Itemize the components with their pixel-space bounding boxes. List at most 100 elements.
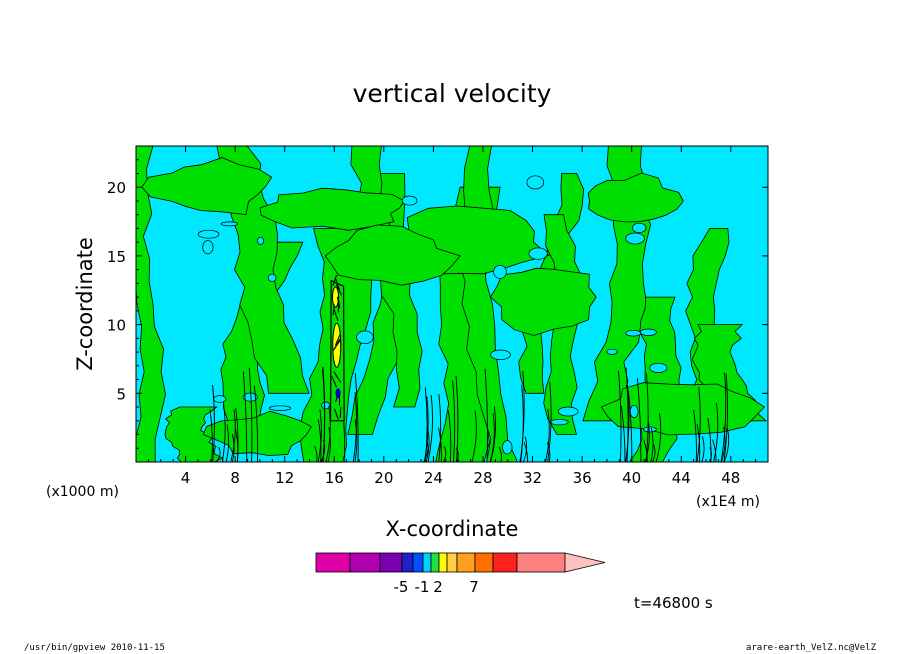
contour-streak bbox=[696, 423, 701, 462]
colorbar-label: 7 bbox=[469, 578, 479, 596]
downdraft-cell bbox=[528, 247, 548, 260]
downdraft-cell bbox=[643, 426, 657, 433]
contour-streak bbox=[636, 378, 642, 462]
contour-streak bbox=[354, 419, 358, 462]
colorbar-label: -5 bbox=[394, 578, 409, 596]
x-tick-label: 4 bbox=[181, 469, 191, 487]
colorbar-bin bbox=[401, 552, 414, 573]
contour-streak bbox=[643, 439, 648, 462]
x-tick-label: 24 bbox=[424, 469, 443, 487]
contour-streak bbox=[209, 409, 213, 462]
contour-streak bbox=[627, 390, 633, 462]
updraft-band bbox=[136, 146, 166, 462]
downdraft-cell bbox=[502, 440, 513, 455]
plot-area bbox=[135, 145, 769, 463]
contour-streak bbox=[452, 380, 456, 462]
core-contour bbox=[337, 301, 340, 313]
colorbar-arrow bbox=[564, 552, 606, 573]
colorbar bbox=[315, 552, 606, 573]
y-tick-label: 15 bbox=[107, 248, 126, 266]
contour-streak bbox=[317, 408, 322, 462]
contour-streak bbox=[720, 426, 726, 462]
x-tick-label: 40 bbox=[622, 469, 641, 487]
downdraft-cell bbox=[256, 236, 265, 245]
x-tick-label: 20 bbox=[374, 469, 393, 487]
contour-streak bbox=[520, 384, 524, 462]
contour-streak bbox=[484, 368, 488, 462]
x-axis: 4 8 12 16 20 24 28 32 36 40 44 48 bbox=[147, 146, 757, 487]
contour-streak bbox=[650, 427, 654, 462]
time-label: t=46800 s bbox=[634, 594, 713, 612]
contour-streak bbox=[242, 371, 248, 462]
core-contour bbox=[334, 334, 341, 346]
contour-streak bbox=[712, 439, 717, 462]
downdraft-cell bbox=[242, 392, 258, 402]
core-contour bbox=[335, 278, 340, 291]
contour-streak bbox=[545, 408, 550, 462]
downdraft-cell bbox=[321, 401, 331, 410]
contour-streak bbox=[225, 424, 230, 462]
contour-streak bbox=[490, 406, 496, 462]
footer-right: arare-earth_VelZ.nc@VelZ bbox=[746, 643, 877, 653]
contour-streak bbox=[625, 384, 630, 462]
contour-streak bbox=[253, 385, 259, 462]
x-tick-label: 28 bbox=[473, 469, 492, 487]
contour-streak bbox=[317, 419, 322, 462]
contour-streak bbox=[427, 395, 433, 462]
core-contour bbox=[332, 304, 335, 316]
downdraft-cell bbox=[625, 329, 642, 337]
x-axis-label: X-coordinate bbox=[386, 517, 519, 541]
core-contour bbox=[333, 309, 339, 321]
contour-streak bbox=[230, 409, 236, 462]
x-tick-label: 8 bbox=[230, 469, 240, 487]
x-tick-label: 44 bbox=[672, 469, 691, 487]
contour-streak bbox=[546, 442, 551, 462]
y-tick-label: 20 bbox=[107, 179, 126, 197]
contour-streak bbox=[221, 403, 226, 462]
contour-streak bbox=[455, 447, 459, 462]
downdraft-cell bbox=[202, 240, 214, 255]
x-tick-label: 12 bbox=[275, 469, 294, 487]
colorbar-bin bbox=[456, 552, 476, 573]
contour-streak bbox=[231, 433, 235, 462]
colorbar-bin bbox=[349, 552, 381, 573]
contour-streak bbox=[713, 403, 719, 462]
contour-streak bbox=[248, 367, 253, 462]
contour-streak bbox=[354, 372, 359, 462]
y-tick-label: 5 bbox=[116, 385, 126, 403]
downdraft-cell bbox=[526, 175, 545, 190]
downdraft-cell bbox=[606, 348, 618, 355]
y-axis: 5 10 15 20 bbox=[107, 159, 768, 449]
contour-streak bbox=[696, 386, 701, 462]
strong-updraft-core bbox=[332, 286, 340, 308]
updraft-band bbox=[164, 406, 224, 462]
contour-streak bbox=[438, 427, 442, 462]
core-contour bbox=[333, 408, 340, 420]
downdraft-cell bbox=[550, 418, 569, 426]
downdraft-cell bbox=[490, 349, 511, 360]
chart-title: vertical velocity bbox=[353, 79, 552, 108]
colorbar-bin bbox=[446, 552, 458, 573]
contour-streak bbox=[212, 384, 215, 462]
colorbar-bin bbox=[379, 552, 403, 573]
x-unit-left: (x1000 m) bbox=[46, 484, 119, 500]
downdraft-cell bbox=[220, 221, 239, 227]
core-contour bbox=[332, 274, 338, 287]
contour-streak bbox=[723, 373, 729, 462]
colorbar-bin bbox=[474, 552, 494, 573]
x-unit-right: (x1E4 m) bbox=[696, 494, 760, 510]
x-tick-label: 36 bbox=[573, 469, 592, 487]
core-contour bbox=[332, 339, 342, 351]
downdraft-cell bbox=[401, 195, 418, 206]
x-tick-label: 32 bbox=[523, 469, 542, 487]
contour-streak bbox=[455, 375, 459, 462]
downdraft-cell bbox=[356, 330, 374, 345]
contour-streak bbox=[708, 447, 712, 462]
x-tick-label: 48 bbox=[721, 469, 740, 487]
contour-streak bbox=[216, 446, 221, 462]
downdraft-cell bbox=[213, 395, 227, 403]
contour-streak bbox=[447, 410, 452, 462]
contour-streak bbox=[423, 439, 429, 462]
colorbar-bin bbox=[430, 552, 440, 573]
